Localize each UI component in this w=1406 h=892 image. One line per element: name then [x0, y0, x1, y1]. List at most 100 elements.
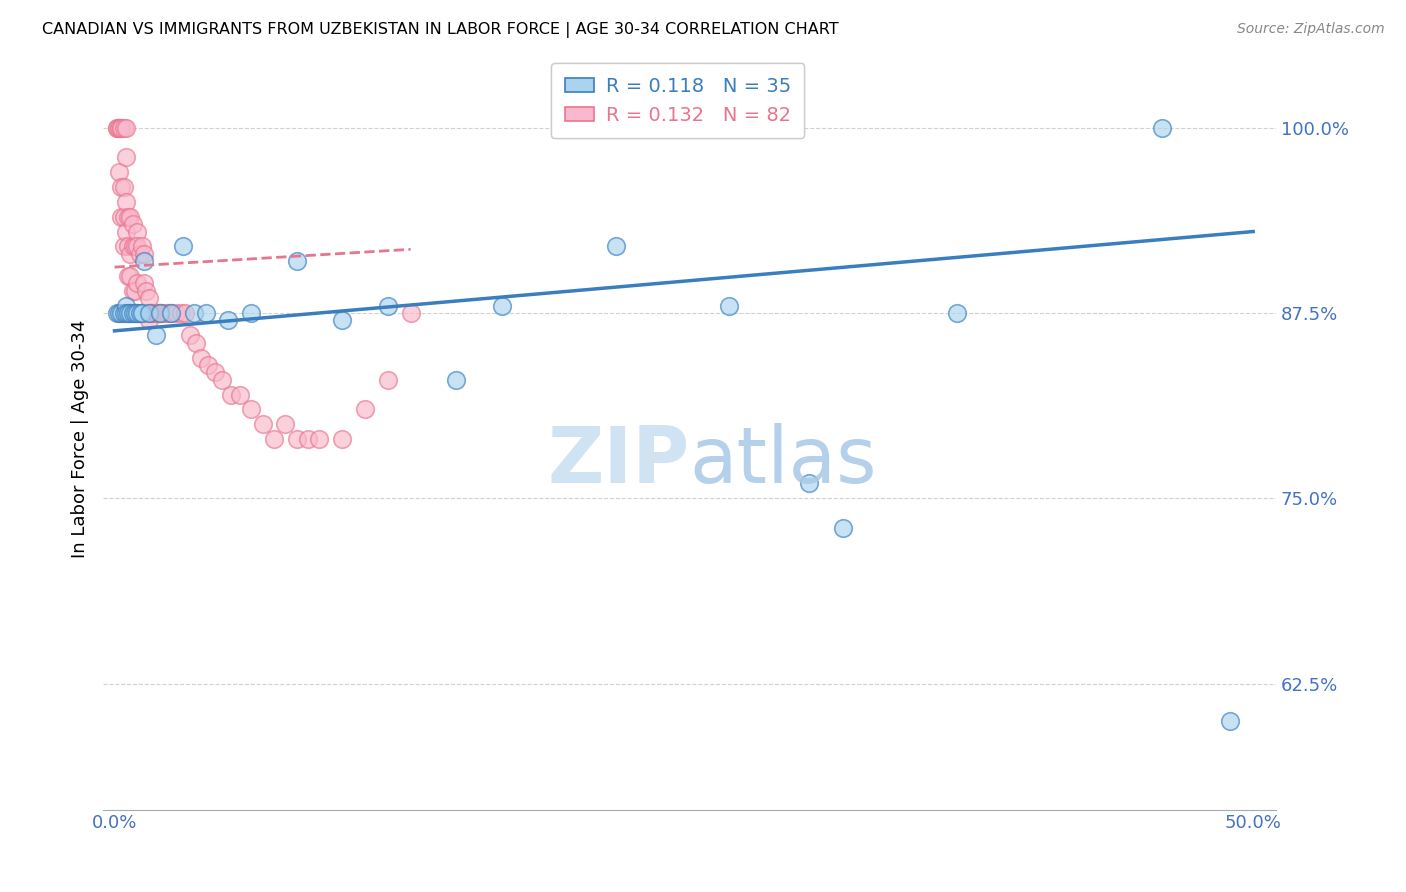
Point — [399, 306, 422, 320]
Point — [124, 284, 146, 298]
Point — [110, 120, 132, 135]
Point — [145, 328, 167, 343]
Point — [204, 365, 226, 379]
Point — [145, 306, 167, 320]
Point — [285, 254, 308, 268]
Point — [491, 299, 513, 313]
Point — [186, 335, 208, 350]
Point — [115, 306, 138, 320]
Point — [120, 247, 142, 261]
Point — [219, 387, 242, 401]
Point — [134, 254, 156, 268]
Point — [146, 306, 169, 320]
Point — [169, 306, 191, 320]
Point — [139, 306, 162, 320]
Point — [330, 313, 353, 327]
Point — [134, 277, 156, 291]
Point — [138, 291, 160, 305]
Point — [190, 351, 212, 365]
Point — [797, 476, 820, 491]
Point — [131, 239, 153, 253]
Point — [211, 373, 233, 387]
Point — [120, 268, 142, 283]
Text: atlas: atlas — [689, 424, 877, 500]
Point — [117, 239, 139, 253]
Point — [124, 306, 146, 320]
Point — [274, 417, 297, 432]
Point — [117, 268, 139, 283]
Point — [217, 313, 239, 327]
Point — [153, 306, 176, 320]
Point — [108, 165, 131, 179]
Point — [160, 306, 183, 320]
Text: Source: ZipAtlas.com: Source: ZipAtlas.com — [1237, 22, 1385, 37]
Point — [135, 306, 157, 320]
Point — [308, 432, 330, 446]
Point — [377, 373, 399, 387]
Point — [124, 239, 146, 253]
Point — [138, 306, 160, 320]
Point — [120, 306, 142, 320]
Point — [252, 417, 274, 432]
Point — [127, 239, 149, 253]
Point — [156, 306, 179, 320]
Point — [121, 239, 143, 253]
Point — [377, 299, 399, 313]
Point — [112, 180, 135, 194]
Point — [145, 306, 167, 320]
Point — [105, 120, 128, 135]
Point — [120, 306, 142, 320]
Point — [240, 402, 263, 417]
Point — [121, 306, 143, 320]
Point — [127, 277, 149, 291]
Point — [108, 120, 131, 135]
Point — [134, 306, 156, 320]
Point — [174, 306, 197, 320]
Point — [131, 306, 153, 320]
Point — [127, 306, 149, 320]
Point — [121, 284, 143, 298]
Point — [605, 239, 627, 253]
Point — [115, 194, 138, 209]
Point — [179, 328, 201, 343]
Point — [108, 306, 131, 320]
Point — [240, 306, 263, 320]
Point — [832, 521, 855, 535]
Point — [263, 432, 285, 446]
Point — [285, 432, 308, 446]
Point — [105, 120, 128, 135]
Point — [229, 387, 252, 401]
Point — [142, 306, 165, 320]
Point — [131, 306, 153, 320]
Point — [110, 180, 132, 194]
Point — [112, 306, 135, 320]
Point — [149, 306, 172, 320]
Point — [157, 306, 180, 320]
Point — [139, 306, 162, 320]
Point — [115, 299, 138, 313]
Point — [127, 306, 149, 320]
Point — [330, 432, 353, 446]
Point — [117, 306, 139, 320]
Point — [444, 373, 467, 387]
Point — [718, 299, 741, 313]
Point — [354, 402, 377, 417]
Legend: R = 0.118   N = 35, R = 0.132   N = 82: R = 0.118 N = 35, R = 0.132 N = 82 — [551, 63, 804, 138]
Point — [1152, 120, 1174, 135]
Point — [149, 306, 172, 320]
Point — [110, 306, 132, 320]
Point — [117, 210, 139, 224]
Point — [128, 306, 150, 320]
Point — [138, 306, 160, 320]
Point — [128, 247, 150, 261]
Point — [160, 306, 183, 320]
Point — [112, 239, 135, 253]
Point — [135, 284, 157, 298]
Text: ZIP: ZIP — [547, 424, 689, 500]
Text: CANADIAN VS IMMIGRANTS FROM UZBEKISTAN IN LABOR FORCE | AGE 30-34 CORRELATION CH: CANADIAN VS IMMIGRANTS FROM UZBEKISTAN I… — [42, 22, 839, 38]
Point — [112, 210, 135, 224]
Point — [121, 217, 143, 231]
Point — [110, 120, 132, 135]
Point — [297, 432, 319, 446]
Point — [172, 239, 194, 253]
